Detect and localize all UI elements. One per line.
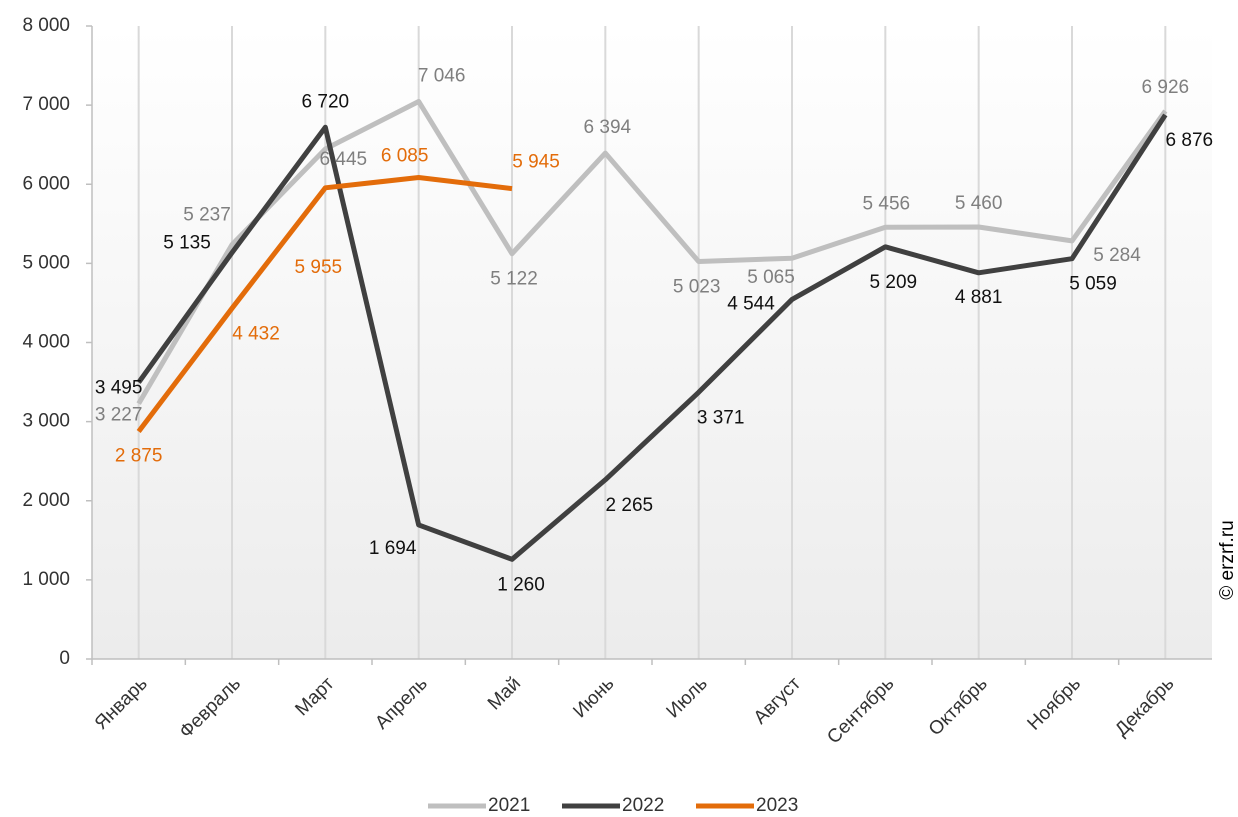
data-label: 1 260	[497, 574, 545, 595]
data-label: 4 432	[232, 323, 280, 344]
legend-label: 2022	[622, 795, 664, 816]
plot-background	[92, 26, 1212, 659]
x-tick-label: Апрель	[371, 673, 431, 733]
y-tick-label: 6 000	[22, 173, 70, 194]
data-label: 5 122	[490, 269, 538, 290]
y-tick-label: 8 000	[22, 15, 70, 36]
data-label: 6 394	[584, 117, 632, 138]
data-label: 5 945	[512, 152, 560, 173]
data-label: 6 720	[302, 91, 350, 112]
series-line	[136, 113, 1168, 562]
y-tick-label: 1 000	[22, 569, 70, 590]
y-tick-label: 0	[59, 648, 70, 669]
y-tick-label: 4 000	[22, 332, 70, 353]
data-label: 3 227	[95, 405, 143, 426]
data-label: 3 371	[697, 407, 745, 428]
data-label: 6 085	[381, 146, 429, 167]
y-tick-label: 3 000	[22, 411, 70, 432]
series-line	[136, 175, 513, 434]
data-label: 4 544	[727, 293, 775, 314]
x-tick-label: Март	[291, 673, 338, 720]
x-tick-label: Июль	[663, 673, 712, 722]
data-label: 4 881	[955, 287, 1003, 308]
attribution: © erzrf.ru	[1217, 520, 1238, 599]
y-tick-label: 2 000	[22, 490, 70, 511]
x-tick-label: Октябрь	[925, 673, 992, 740]
data-label: 5 955	[295, 257, 343, 278]
data-label: 6 876	[1166, 130, 1214, 151]
data-label: 1 694	[369, 538, 417, 559]
data-label: 2 875	[115, 446, 163, 467]
x-tick-label: Июнь	[569, 673, 618, 722]
x-tick-label: Декабрь	[1111, 673, 1178, 740]
y-tick-label: 7 000	[22, 94, 70, 115]
x-tick-label: Ноябрь	[1024, 673, 1086, 735]
data-label: 5 284	[1093, 245, 1141, 266]
series-line	[136, 98, 1168, 405]
data-label: 5 135	[163, 233, 211, 254]
legend-label: 2021	[488, 795, 530, 816]
data-label: 5 023	[673, 277, 721, 298]
y-tick-label: 5 000	[22, 252, 70, 273]
data-label: 5 209	[870, 272, 918, 293]
x-tick-label: Август	[750, 673, 805, 728]
data-label: 6 445	[320, 149, 368, 170]
x-tick-label: Январь	[91, 673, 152, 734]
data-label: 3 495	[95, 377, 143, 398]
data-label: 5 456	[863, 193, 911, 214]
data-label: 7 046	[418, 66, 466, 87]
data-label: 2 265	[606, 495, 654, 516]
x-tick-label: Февраль	[176, 673, 246, 743]
data-label: 5 460	[955, 193, 1003, 214]
x-tick-label: Май	[484, 673, 525, 714]
data-label: 6 926	[1142, 77, 1190, 98]
data-label: 5 059	[1069, 274, 1117, 295]
legend-label: 2023	[756, 795, 798, 816]
data-label: 5 237	[183, 205, 231, 226]
data-label: 5 065	[747, 267, 795, 288]
x-tick-label: Сентябрь	[823, 673, 898, 748]
